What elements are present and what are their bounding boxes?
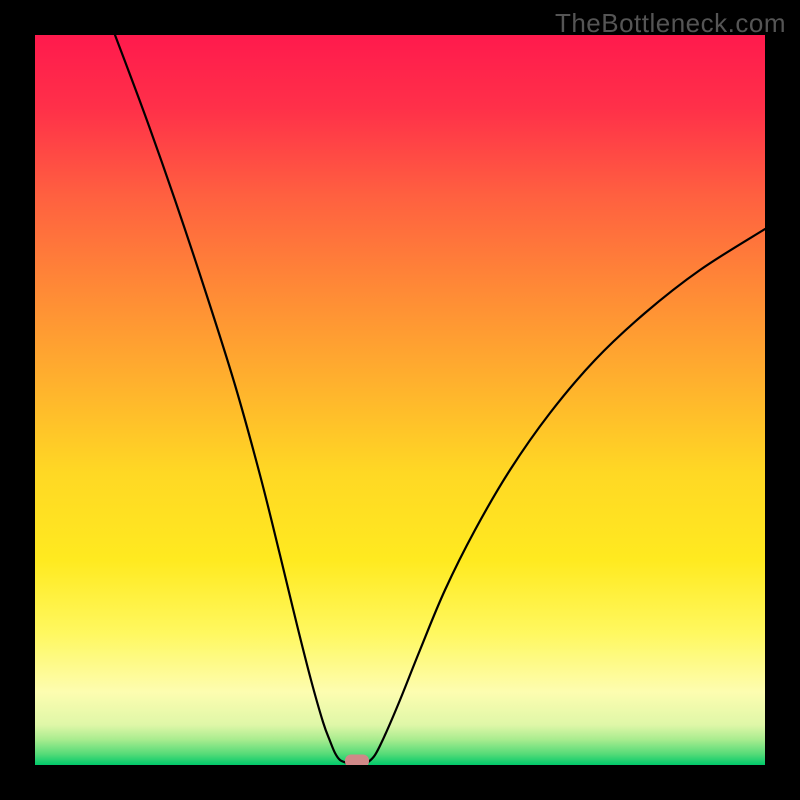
bottleneck-curve: [35, 35, 765, 765]
watermark-text: TheBottleneck.com: [555, 8, 786, 39]
bottleneck-chart: [35, 35, 765, 765]
optimal-point-marker: [345, 755, 369, 766]
